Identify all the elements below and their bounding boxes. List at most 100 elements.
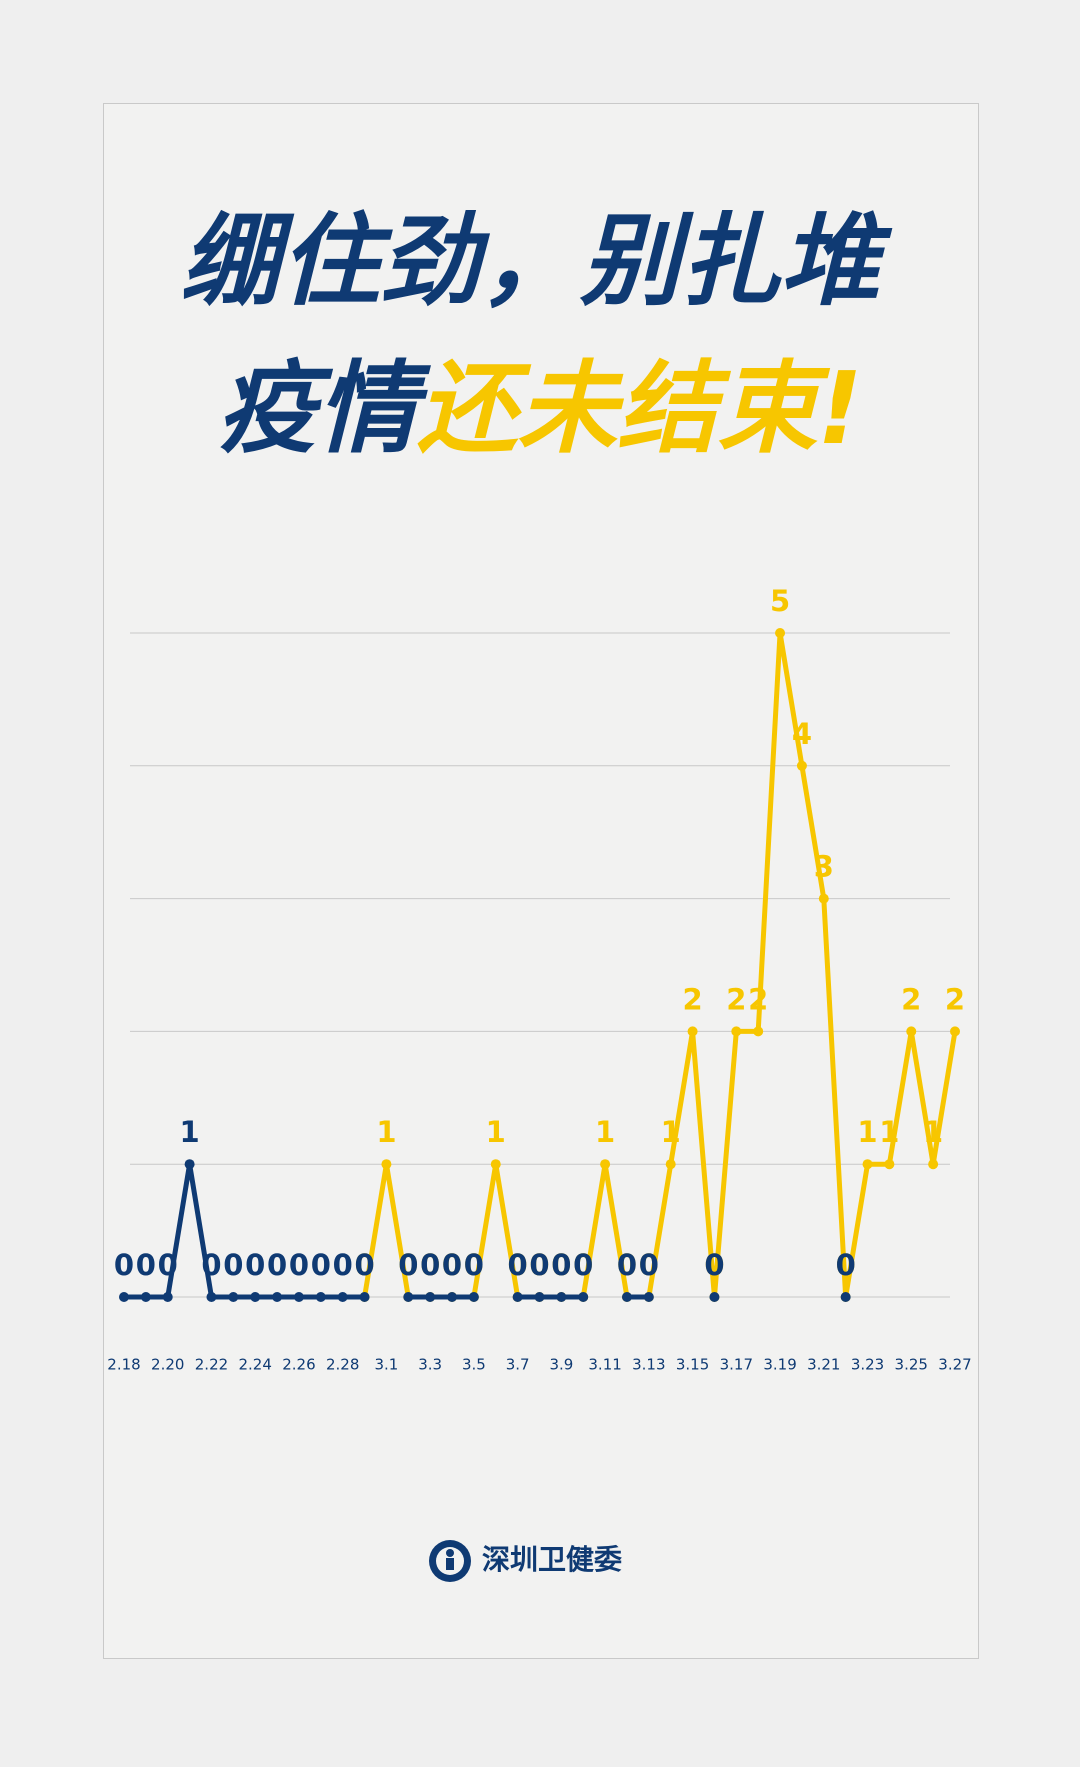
data-label: 2: [945, 982, 965, 1016]
data-point: [621, 1292, 632, 1302]
chart-title: 绷住劲，别扎堆: [180, 202, 893, 319]
data-label: 4: [792, 717, 812, 751]
data-label: 1: [376, 1115, 396, 1149]
data-label: 0: [442, 1248, 462, 1282]
data-point: [184, 1159, 195, 1170]
data-label: 3: [814, 850, 834, 884]
data-label: 0: [508, 1248, 528, 1282]
data-point: [928, 1159, 939, 1170]
logo-body: [446, 1558, 454, 1570]
data-label: 1: [486, 1115, 506, 1149]
data-label: 0: [617, 1248, 637, 1282]
data-label: 0: [508, 1248, 528, 1282]
data-point: [753, 1026, 764, 1037]
data-label: 0: [245, 1248, 265, 1282]
data-label: 0: [639, 1248, 659, 1282]
data-label: 2: [748, 982, 768, 1016]
x-tick-label: 2.22: [195, 1356, 228, 1374]
data-label: 0: [464, 1248, 484, 1282]
data-label: 0: [551, 1248, 571, 1282]
data-point: [425, 1292, 436, 1302]
data-point: [906, 1026, 917, 1037]
logo-head: [446, 1549, 454, 1557]
data-label: 0: [136, 1248, 156, 1282]
x-tick-label: 3.15: [676, 1356, 709, 1374]
data-label: 2: [726, 982, 746, 1016]
data-label: 0: [836, 1248, 856, 1282]
data-point: [578, 1292, 589, 1302]
data-label: 0: [836, 1248, 856, 1282]
chart-subtitle: 疫情还未结束!: [217, 350, 863, 467]
data-point: [600, 1159, 611, 1170]
x-tick-label: 2.24: [239, 1356, 272, 1374]
data-label: 0: [529, 1248, 549, 1282]
data-label: 0: [551, 1248, 571, 1282]
data-point: [140, 1292, 151, 1302]
x-tick-label: 3.11: [588, 1356, 621, 1374]
data-point: [119, 1292, 129, 1302]
x-tick-label: 3.17: [720, 1356, 753, 1374]
data-label: 1: [595, 1115, 615, 1149]
logo: [429, 1540, 471, 1582]
data-point: [775, 628, 786, 638]
data-label: 0: [573, 1248, 593, 1282]
data-label: 2: [901, 982, 921, 1016]
x-tick-label: 2.18: [107, 1356, 140, 1374]
data-point: [293, 1292, 304, 1302]
data-label: 1: [879, 1115, 899, 1149]
data-point: [731, 1026, 742, 1037]
data-point: [359, 1292, 370, 1302]
data-label: 0: [267, 1248, 287, 1282]
data-point: [709, 1292, 720, 1302]
data-point: [403, 1292, 414, 1302]
data-label: 0: [617, 1248, 637, 1282]
data-point: [884, 1159, 895, 1170]
data-label: 0: [114, 1248, 134, 1282]
x-tick-label: 3.19: [763, 1356, 796, 1374]
data-label: 0: [354, 1248, 374, 1282]
data-point: [250, 1292, 261, 1302]
x-tick-label: 3.27: [938, 1356, 971, 1374]
data-point: [512, 1292, 523, 1302]
data-point: [643, 1292, 654, 1302]
x-tick-label: 3.5: [462, 1356, 486, 1374]
data-point: [490, 1159, 501, 1170]
x-tick-label: 3.9: [549, 1356, 573, 1374]
data-label: 0: [158, 1248, 178, 1282]
x-tick-label: 3.7: [506, 1356, 530, 1374]
data-point: [337, 1292, 348, 1302]
data-point: [687, 1026, 698, 1037]
data-label: 0: [420, 1248, 440, 1282]
data-point: [840, 1292, 851, 1302]
x-tick-label: 3.3: [418, 1356, 442, 1374]
data-point: [862, 1159, 873, 1170]
data-point: [556, 1292, 567, 1302]
subtitle-part: 疫情: [217, 350, 431, 467]
data-label: 0: [639, 1248, 659, 1282]
data-label: 0: [333, 1248, 353, 1282]
data-point: [665, 1159, 676, 1170]
data-label: 1: [661, 1115, 681, 1149]
data-label: 5: [770, 584, 790, 618]
data-point: [468, 1292, 479, 1302]
data-label: 0: [398, 1248, 418, 1282]
x-tick-label: 2.28: [326, 1356, 359, 1374]
source: 深圳卫健委: [482, 1543, 622, 1576]
data-point: [796, 760, 807, 771]
data-label: 0: [573, 1248, 593, 1282]
data-label: 0: [442, 1248, 462, 1282]
data-label: 0: [529, 1248, 549, 1282]
x-tick-label: 3.1: [374, 1356, 398, 1374]
data-label: 1: [180, 1115, 200, 1149]
data-point: [228, 1292, 239, 1302]
data-label: 0: [223, 1248, 243, 1282]
frame: [103, 103, 979, 1659]
data-point: [950, 1026, 960, 1037]
data-point: [447, 1292, 458, 1302]
data-label: 0: [704, 1248, 724, 1282]
data-label: 0: [704, 1248, 724, 1282]
data-label: 0: [398, 1248, 418, 1282]
x-tick-label: 3.13: [632, 1356, 665, 1374]
subtitle-part: 还未结束!: [417, 350, 863, 467]
